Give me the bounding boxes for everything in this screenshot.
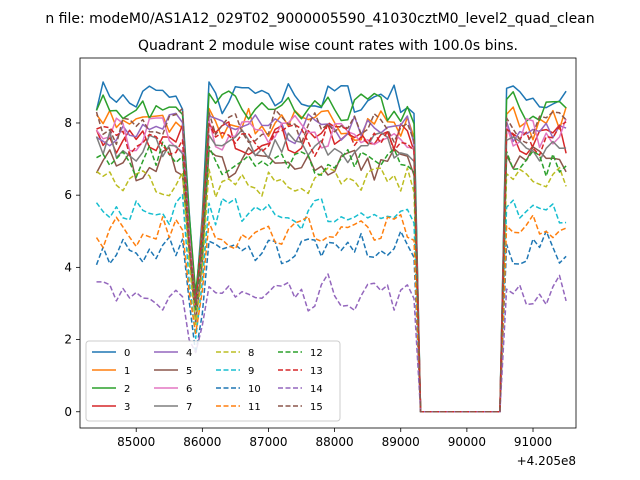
series-layer <box>95 81 567 413</box>
legend-label: 7 <box>186 402 192 413</box>
figure-suptitle: n file: modeM0/AS1A12_029T02_9000005590_… <box>45 11 594 27</box>
legend-label: 5 <box>186 366 192 377</box>
y-tick-label: 4 <box>64 260 72 274</box>
y-tick-label: 8 <box>64 116 72 130</box>
x-offset-label: +4.205e8 <box>517 454 576 468</box>
legend-label: 1 <box>124 366 130 377</box>
legend-label: 3 <box>124 402 130 413</box>
y-tick-label: 6 <box>64 188 72 202</box>
y-axis: 0 2 4 6 8 <box>64 116 80 419</box>
x-tick-label: 90000 <box>448 435 486 449</box>
y-tick-label: 2 <box>64 333 72 347</box>
x-tick-label: 91000 <box>514 435 552 449</box>
legend-label: 11 <box>248 402 261 413</box>
legend-label: 0 <box>124 348 130 359</box>
y-tick-label: 0 <box>64 405 72 419</box>
x-tick-label: 88000 <box>316 435 354 449</box>
legend-label: 15 <box>310 402 323 413</box>
legend-label: 14 <box>310 384 323 395</box>
series-line-13 <box>96 121 567 413</box>
legend-label: 12 <box>310 348 323 359</box>
x-tick-label: 85000 <box>117 435 155 449</box>
series-line-8 <box>96 166 567 413</box>
legend-label: 13 <box>310 366 323 377</box>
x-axis: 85000 86000 87000 88000 89000 90000 91000 <box>117 428 552 449</box>
legend-label: 4 <box>186 348 192 359</box>
series-line-15 <box>95 107 567 413</box>
legend-label: 8 <box>248 348 254 359</box>
legend-label: 9 <box>248 366 254 377</box>
x-tick-label: 87000 <box>249 435 287 449</box>
legend-label: 2 <box>124 384 130 395</box>
legend-box <box>85 340 341 422</box>
x-tick-label: 89000 <box>382 435 420 449</box>
legend-label: 6 <box>186 384 192 395</box>
legend-label: 10 <box>248 384 261 395</box>
chart-title: Quadrant 2 module wise count rates with … <box>138 38 518 54</box>
x-tick-label: 86000 <box>183 435 221 449</box>
plot-frame <box>79 57 577 429</box>
